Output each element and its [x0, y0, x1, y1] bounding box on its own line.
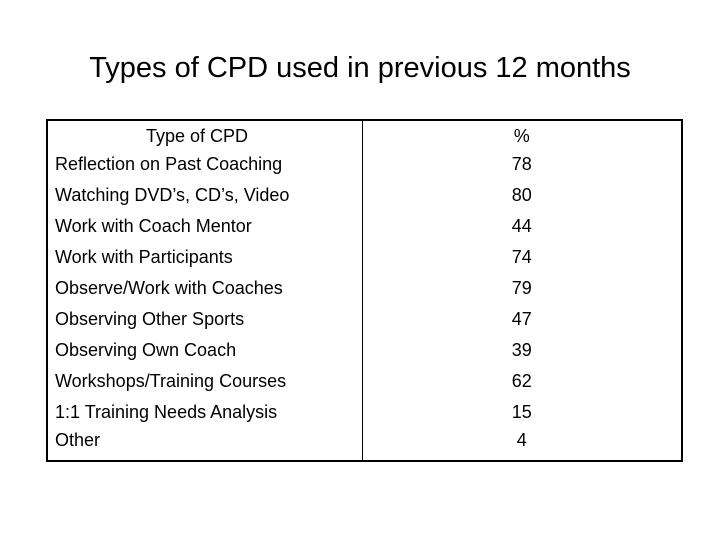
- percent-cell: 44: [511, 215, 532, 236]
- cpd-type-cell: Work with Participants: [47, 241, 363, 272]
- percent-cell: 4: [516, 430, 527, 450]
- percent-cell: 15: [511, 401, 532, 422]
- cpd-type-cell: Observe/Work with Coaches: [47, 272, 363, 303]
- cpd-type-cell: Reflection on Past Coaching: [47, 148, 363, 179]
- cpd-type-cell: Other: [47, 427, 363, 461]
- cpd-type-cell: Work with Coach Mentor: [47, 210, 363, 241]
- column-header-percent: %: [513, 126, 530, 146]
- cpd-type-cell: 1:1 Training Needs Analysis: [47, 396, 363, 427]
- table-row: Observing Other Sports 47: [47, 303, 682, 334]
- percent-cell: 39: [511, 339, 532, 360]
- percent-cell: 74: [511, 246, 532, 267]
- column-header-type: Type of CPD: [47, 120, 363, 148]
- percent-cell: 80: [511, 184, 532, 205]
- percent-cell: 47: [511, 308, 532, 329]
- table-row: 1:1 Training Needs Analysis 15: [47, 396, 682, 427]
- cpd-type-cell: Workshops/Training Courses: [47, 365, 363, 396]
- cpd-type-cell: Observing Own Coach: [47, 334, 363, 365]
- table-row: Workshops/Training Courses 62: [47, 365, 682, 396]
- percent-cell: 79: [511, 277, 532, 298]
- table-header-row: Type of CPD %: [47, 120, 682, 148]
- cpd-type-cell: Watching DVD’s, CD’s, Video: [47, 179, 363, 210]
- table-row: Reflection on Past Coaching 78: [47, 148, 682, 179]
- table-row: Work with Coach Mentor 44: [47, 210, 682, 241]
- table-row: Other 4: [47, 427, 682, 461]
- percent-cell: 62: [511, 370, 532, 391]
- table-row: Observing Own Coach 39: [47, 334, 682, 365]
- cpd-type-cell: Observing Other Sports: [47, 303, 363, 334]
- percent-cell: 78: [511, 153, 532, 174]
- table-row: Work with Participants 74: [47, 241, 682, 272]
- page-title: Types of CPD used in previous 12 months: [89, 52, 631, 84]
- table-row: Watching DVD’s, CD’s, Video 80: [47, 179, 682, 210]
- table-row: Observe/Work with Coaches 79: [47, 272, 682, 303]
- cpd-types-table: Type of CPD % Reflection on Past Coachin…: [46, 119, 683, 462]
